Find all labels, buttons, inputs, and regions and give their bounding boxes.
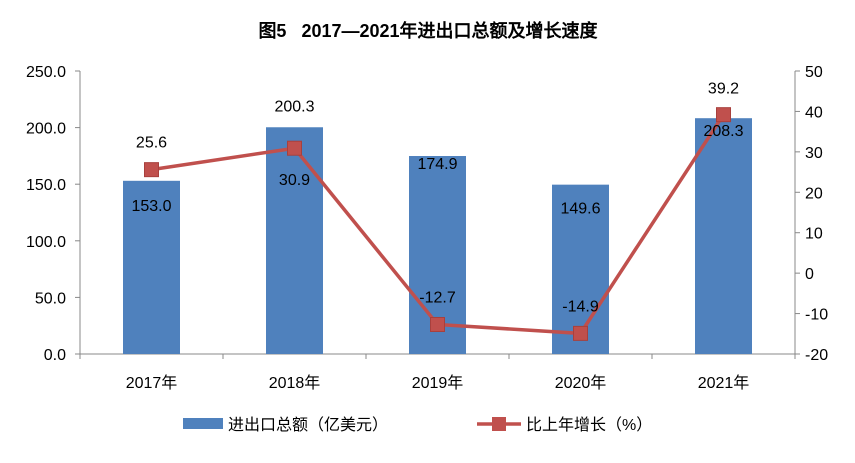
line-marker [144,162,159,178]
line-data-label: 39.2 [708,81,739,98]
left-tick-label: 200.0 [26,121,66,138]
line-marker [573,325,588,341]
line-data-label: -12.7 [419,289,456,306]
x-tick-label: 2017年 [126,374,178,392]
x-tick-label: 2020年 [555,374,607,392]
bar-data-label: 153.0 [131,198,171,215]
line-marker [430,316,445,332]
left-tick-label: 100.0 [26,234,66,251]
bar [695,118,752,354]
bar-data-label: 174.9 [417,156,457,173]
right-tick-label: 30 [805,145,823,162]
bar [552,184,609,354]
x-tick-label: 2019年 [412,374,464,392]
bar [266,127,323,354]
right-tick-label: -10 [805,307,828,324]
left-tick-label: 250.0 [26,64,66,81]
legend-line-label: 比上年增长（%） [526,416,652,434]
bar-data-label: 208.3 [703,123,743,140]
legend-line-marker [492,417,506,431]
x-tick-label: 2018年 [269,374,321,392]
bar-data-label: 149.6 [560,201,600,218]
legend-bar-label: 进出口总额（亿美元） [228,416,388,434]
left-tick-label: 50.0 [35,290,66,307]
line-marker [716,107,731,123]
right-tick-label: 10 [805,226,823,243]
left-tick-label: 150.0 [26,177,66,194]
legend-bar-swatch [183,418,223,429]
line-marker [287,140,302,156]
chart-title: 图5 2017—2021年进出口总额及增长速度 [258,20,598,41]
right-tick-label: 0 [805,266,814,283]
bar [123,180,180,354]
right-tick-label: 40 [805,104,823,121]
line-data-label: 25.6 [136,135,167,152]
right-tick-label: 50 [805,64,823,81]
line-data-label: 30.9 [279,172,310,189]
bar-data-label: 200.3 [274,98,314,115]
line-data-label: -14.9 [562,298,599,315]
right-tick-label: 20 [805,185,823,202]
left-tick-label: 0.0 [44,347,66,364]
right-tick-label: -20 [805,347,828,364]
x-tick-label: 2021年 [698,374,750,392]
